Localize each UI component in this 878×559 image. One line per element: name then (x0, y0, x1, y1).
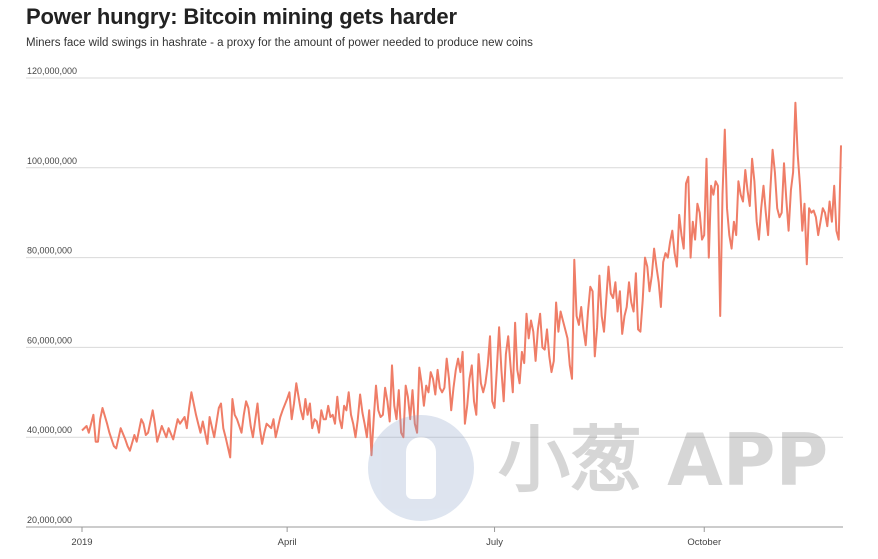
chart-title: Power hungry: Bitcoin mining gets harder (26, 4, 457, 29)
y-tick-label: 40,000,000 (27, 425, 72, 435)
y-tick-label: 20,000,000 (27, 515, 72, 525)
x-tick-label: July (486, 537, 503, 548)
y-tick-label: 80,000,000 (27, 246, 72, 256)
x-tick-label: April (278, 537, 297, 548)
chart-subtitle: Miners face wild swings in hashrate - a … (26, 37, 533, 49)
y-axis: 20,000,000 40,000,000 60,000,000 80,000,000… (27, 66, 77, 525)
x-tick-label: 2019 (71, 537, 92, 548)
y-tick-label: 60,000,000 (27, 335, 72, 345)
series-line-0 (81, 101, 842, 459)
series-group (81, 101, 842, 459)
y-tick-label: 120,000,000 (27, 66, 77, 76)
y-tick-label: 100,000,000 (27, 156, 77, 166)
x-tick-label: October (687, 537, 721, 548)
grid-lines (26, 77, 843, 528)
x-axis: 2019 April July October (71, 527, 721, 548)
